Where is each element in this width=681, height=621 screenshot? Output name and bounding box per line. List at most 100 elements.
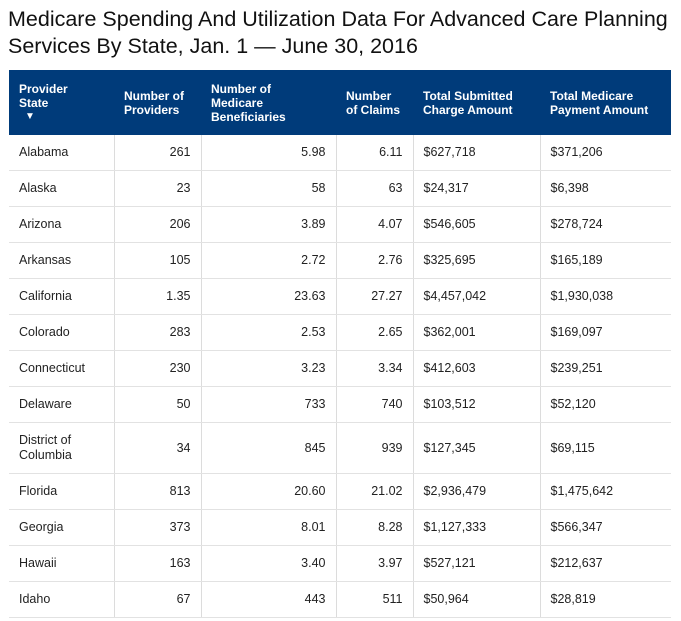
provider-state-label: District of Columbia bbox=[19, 433, 72, 462]
column-header-number-of-providers[interactable]: Number of Providers bbox=[114, 70, 201, 135]
number-of-claims-cell: 3.34 bbox=[336, 350, 414, 387]
provider-state-cell: Alaska bbox=[9, 170, 115, 207]
number-of-claims-cell: 8.28 bbox=[336, 509, 414, 546]
total-medicare-payment-cell: $6,398 bbox=[540, 170, 671, 207]
total-medicare-payment-cell: $1,930,038 bbox=[540, 278, 671, 315]
total-submitted-charge-cell: $362,001 bbox=[413, 314, 541, 351]
number-of-providers-cell: 230 bbox=[114, 350, 202, 387]
total-submitted-charge-cell: $103,512 bbox=[413, 386, 541, 423]
table-row: District of Columbia 34 845 939 $127,345 $69,… bbox=[9, 422, 671, 474]
number-of-beneficiaries-cell: 8.01 bbox=[201, 509, 337, 546]
column-header-number-of-beneficiaries[interactable]: Number of Medicare Beneficiaries bbox=[201, 70, 336, 135]
total-submitted-charge-cell: $325,695 bbox=[413, 242, 541, 279]
table-row: Arkansas 105 2.72 2.76 $325,695 $165,189 bbox=[9, 242, 671, 279]
number-of-beneficiaries-cell: 3.89 bbox=[201, 206, 337, 243]
provider-state-cell: Delaware bbox=[9, 386, 115, 423]
number-of-providers-cell: 373 bbox=[114, 509, 202, 546]
number-of-providers-cell: 105 bbox=[114, 242, 202, 279]
table-row: Connecticut 230 3.23 3.34 $412,603 $239,251 bbox=[9, 350, 671, 387]
number-of-beneficiaries-cell: 733 bbox=[201, 386, 337, 423]
provider-state-cell: Florida bbox=[9, 473, 115, 510]
total-submitted-charge-cell: $2,936,479 bbox=[413, 473, 541, 510]
table-row: Delaware 50 733 740 $103,512 $52,120 bbox=[9, 386, 671, 423]
total-medicare-payment-cell: $212,637 bbox=[540, 545, 671, 582]
total-medicare-payment-cell: $371,206 bbox=[540, 135, 671, 171]
table-row: Arizona 206 3.89 4.07 $546,605 $278,724 bbox=[9, 206, 671, 243]
number-of-providers-cell: 261 bbox=[114, 135, 202, 171]
table-row: Idaho 67 443 511 $50,964 $28,819 bbox=[9, 581, 671, 618]
total-submitted-charge-cell: $527,121 bbox=[413, 545, 541, 582]
provider-state-cell: Connecticut bbox=[9, 350, 115, 387]
number-of-claims-cell: 21.02 bbox=[336, 473, 414, 510]
number-of-providers-cell: 1.35 bbox=[114, 278, 202, 315]
total-submitted-charge-cell: $24,317 bbox=[413, 170, 541, 207]
number-of-claims-cell: 511 bbox=[336, 581, 414, 618]
table-row: Colorado 283 2.53 2.65 $362,001 $169,097 bbox=[9, 314, 671, 351]
number-of-providers-cell: 206 bbox=[114, 206, 202, 243]
column-header-provider-state[interactable]: Provider State ▼ bbox=[9, 70, 114, 135]
provider-state-cell: Alabama bbox=[9, 135, 115, 171]
provider-state-cell: Hawaii bbox=[9, 545, 115, 582]
number-of-claims-cell: 63 bbox=[336, 170, 414, 207]
number-of-providers-cell: 23 bbox=[114, 170, 202, 207]
number-of-beneficiaries-cell: 58 bbox=[201, 170, 337, 207]
total-medicare-payment-cell: $69,115 bbox=[540, 422, 671, 474]
provider-state-cell: California bbox=[9, 278, 115, 315]
total-submitted-charge-cell: $412,603 bbox=[413, 350, 541, 387]
provider-state-cell: Arkansas bbox=[9, 242, 115, 279]
number-of-claims-cell: 4.07 bbox=[336, 206, 414, 243]
provider-state-cell: District of Columbia bbox=[9, 422, 115, 474]
number-of-beneficiaries-cell: 2.72 bbox=[201, 242, 337, 279]
number-of-beneficiaries-cell: 23.63 bbox=[201, 278, 337, 315]
total-medicare-payment-cell: $239,251 bbox=[540, 350, 671, 387]
table-row: Alabama 261 5.98 6.11 $627,718 $371,206 bbox=[9, 135, 671, 171]
table-row: California 1.35 23.63 27.27 $4,457,042 $1,930… bbox=[9, 278, 671, 315]
sort-descending-icon[interactable]: ▼ bbox=[25, 110, 35, 122]
column-header-total-submitted-charge[interactable]: Total Submitted Charge Amount bbox=[413, 70, 540, 135]
total-submitted-charge-cell: $127,345 bbox=[413, 422, 541, 474]
number-of-providers-cell: 34 bbox=[114, 422, 202, 474]
data-table-container: Provider State ▼ Number of Providers Numb… bbox=[9, 70, 671, 618]
total-medicare-payment-cell: $566,347 bbox=[540, 509, 671, 546]
provider-state-cell: Colorado bbox=[9, 314, 115, 351]
number-of-claims-cell: 3.97 bbox=[336, 545, 414, 582]
total-medicare-payment-cell: $28,819 bbox=[540, 581, 671, 618]
total-submitted-charge-cell: $4,457,042 bbox=[413, 278, 541, 315]
table-row: Alaska 23 58 63 $24,317 $6,398 bbox=[9, 170, 671, 207]
page-title: Medicare Spending And Utilization Data F… bbox=[8, 7, 668, 58]
column-header-label: Provider State bbox=[19, 81, 68, 110]
table-row: Hawaii 163 3.40 3.97 $527,121 $212,637 bbox=[9, 545, 671, 582]
table-body: Alabama 261 5.98 6.11 $627,718 $371,206 Alaska… bbox=[9, 135, 671, 618]
total-medicare-payment-cell: $165,189 bbox=[540, 242, 671, 279]
provider-state-cell: Arizona bbox=[9, 206, 115, 243]
number-of-beneficiaries-cell: 3.40 bbox=[201, 545, 337, 582]
column-header-total-medicare-payment[interactable]: Total Medicare Payment Amount bbox=[540, 70, 671, 135]
number-of-providers-cell: 813 bbox=[114, 473, 202, 510]
number-of-beneficiaries-cell: 5.98 bbox=[201, 135, 337, 171]
total-submitted-charge-cell: $546,605 bbox=[413, 206, 541, 243]
number-of-providers-cell: 163 bbox=[114, 545, 202, 582]
number-of-claims-cell: 27.27 bbox=[336, 278, 414, 315]
total-medicare-payment-cell: $278,724 bbox=[540, 206, 671, 243]
total-medicare-payment-cell: $1,475,642 bbox=[540, 473, 671, 510]
number-of-claims-cell: 740 bbox=[336, 386, 414, 423]
number-of-claims-cell: 2.76 bbox=[336, 242, 414, 279]
number-of-providers-cell: 283 bbox=[114, 314, 202, 351]
spending-table: Provider State ▼ Number of Providers Numb… bbox=[9, 70, 671, 618]
total-submitted-charge-cell: $50,964 bbox=[413, 581, 541, 618]
number-of-claims-cell: 6.11 bbox=[336, 135, 414, 171]
number-of-beneficiaries-cell: 845 bbox=[201, 422, 337, 474]
number-of-beneficiaries-cell: 2.53 bbox=[201, 314, 337, 351]
number-of-beneficiaries-cell: 443 bbox=[201, 581, 337, 618]
number-of-claims-cell: 939 bbox=[336, 422, 414, 474]
provider-state-cell: Georgia bbox=[9, 509, 115, 546]
total-submitted-charge-cell: $1,127,333 bbox=[413, 509, 541, 546]
table-row: Georgia 373 8.01 8.28 $1,127,333 $566,347 bbox=[9, 509, 671, 546]
total-medicare-payment-cell: $169,097 bbox=[540, 314, 671, 351]
total-medicare-payment-cell: $52,120 bbox=[540, 386, 671, 423]
column-header-number-of-claims[interactable]: Number of Claims bbox=[336, 70, 413, 135]
table-header-row: Provider State ▼ Number of Providers Numb… bbox=[9, 70, 671, 135]
table-row: Florida 813 20.60 21.02 $2,936,479 $1,475,642 bbox=[9, 473, 671, 510]
total-submitted-charge-cell: $627,718 bbox=[413, 135, 541, 171]
number-of-claims-cell: 2.65 bbox=[336, 314, 414, 351]
